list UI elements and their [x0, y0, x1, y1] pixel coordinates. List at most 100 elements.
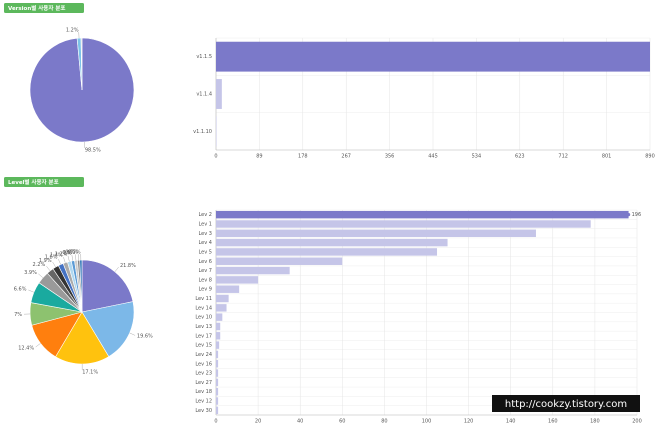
- bar: [216, 322, 221, 331]
- y-tick-label: Lev 18: [195, 389, 212, 395]
- slice-label: 1%: [64, 250, 72, 256]
- watermark-box: [492, 395, 640, 412]
- leader-line: [35, 343, 41, 348]
- leader-line: [28, 289, 34, 293]
- x-tick-label: 80: [381, 419, 387, 425]
- slice-label: 2.2%: [33, 262, 46, 268]
- bar-end-dot: [626, 213, 631, 217]
- leader-line: [52, 261, 56, 268]
- y-tick-label: Lev 7: [198, 268, 212, 274]
- bar: [216, 229, 536, 238]
- slice-label: 0.7%: [65, 250, 78, 256]
- y-tick-label: Lev 9: [198, 287, 212, 293]
- title-badge: [4, 3, 84, 13]
- bar: [216, 266, 290, 275]
- bar: [216, 341, 220, 349]
- x-tick-label: 120: [464, 419, 474, 425]
- x-tick-label: 160: [548, 419, 558, 425]
- slice-label: 19.6%: [137, 334, 153, 340]
- leader-line: [71, 254, 74, 261]
- x-tick-label: 801: [602, 154, 612, 160]
- slice-label: 1.4%: [50, 253, 63, 259]
- slice-label: 0.9%: [62, 250, 75, 256]
- y-tick-label: Lev 10: [195, 315, 212, 321]
- y-tick-label: Lev 15: [195, 343, 212, 349]
- slice-label: 1.2%: [66, 28, 79, 34]
- x-tick-label: 712: [558, 154, 568, 160]
- leader-line: [114, 266, 119, 272]
- x-tick-label: 140: [506, 419, 516, 425]
- slice-label: 1.6%: [45, 255, 58, 261]
- bar: [216, 406, 219, 415]
- x-tick-label: 200: [632, 419, 642, 425]
- y-tick-label: Lev 2: [198, 212, 212, 218]
- bar: [216, 257, 343, 265]
- y-tick-label: Lev 16: [195, 361, 212, 367]
- slice-label: 1.9%: [39, 258, 52, 264]
- bar: [216, 210, 629, 219]
- bar: [216, 294, 229, 303]
- y-tick-label: Lev 17: [195, 333, 212, 339]
- y-tick-label: Lev 12: [195, 399, 212, 405]
- x-tick-label: 89: [256, 154, 262, 160]
- y-tick-label: Lev 23: [195, 371, 212, 377]
- bar: [216, 350, 219, 359]
- y-tick-label: Lev 6: [198, 259, 212, 265]
- bar: [216, 220, 591, 228]
- x-tick-label: 0: [214, 154, 217, 160]
- leader-line: [38, 273, 44, 278]
- y-tick-label: v1.1.10: [193, 129, 212, 135]
- leader-line: [46, 266, 51, 272]
- y-tick-label: Lev 4: [198, 240, 212, 246]
- pie-slice: [80, 37, 83, 91]
- slice-label: 17.1%: [82, 369, 98, 375]
- leader-line: [67, 255, 70, 262]
- bar: [216, 41, 650, 72]
- bar: [216, 378, 219, 387]
- slice-label: 3.9%: [24, 270, 37, 276]
- x-tick-label: 20: [255, 419, 261, 425]
- bar: [216, 276, 259, 284]
- slice-label: 21.8%: [120, 263, 136, 269]
- y-tick-label: Lev 13: [195, 324, 212, 330]
- slice-label: 6.6%: [14, 287, 27, 293]
- x-tick-label: 100: [422, 419, 432, 425]
- slice-label: 98.5%: [85, 147, 101, 153]
- x-tick-label: 623: [515, 154, 525, 160]
- x-tick-label: 356: [385, 154, 395, 160]
- y-tick-label: Lev 8: [198, 277, 212, 283]
- slice-label: 12.4%: [18, 346, 34, 352]
- x-tick-label: 0: [214, 419, 217, 425]
- bar: [216, 313, 223, 321]
- bar: [216, 332, 221, 340]
- bar: [216, 360, 219, 368]
- data-label: 196: [632, 212, 642, 218]
- bar: [216, 397, 219, 405]
- leader-line: [129, 332, 136, 336]
- leader-line: [63, 257, 66, 263]
- bar: [216, 304, 227, 312]
- slice-label: 1.2%: [55, 251, 68, 257]
- y-tick-label: Lev 14: [195, 305, 212, 311]
- title-badge: [4, 177, 84, 187]
- bar: [216, 369, 219, 377]
- x-tick-label: 534: [472, 154, 482, 160]
- leader-line: [75, 254, 77, 261]
- bar: [216, 79, 222, 109]
- x-tick-label: 40: [297, 419, 303, 425]
- y-tick-label: v1.1.5: [196, 54, 212, 60]
- x-tick-label: 267: [341, 154, 351, 160]
- bar: [216, 238, 448, 247]
- x-tick-label: 178: [298, 154, 308, 160]
- y-tick-label: Lev 1: [198, 221, 212, 227]
- slice-label: 0.7%: [68, 250, 81, 256]
- x-tick-label: 890: [645, 154, 655, 160]
- y-tick-label: Lev 27: [195, 380, 212, 386]
- y-tick-label: v1.1.4: [196, 92, 212, 98]
- x-tick-label: 60: [339, 419, 345, 425]
- y-tick-label: Lev 30: [195, 408, 212, 414]
- pie-slice: [81, 259, 134, 313]
- y-tick-label: Lev 5: [198, 249, 212, 255]
- bar: [216, 248, 438, 256]
